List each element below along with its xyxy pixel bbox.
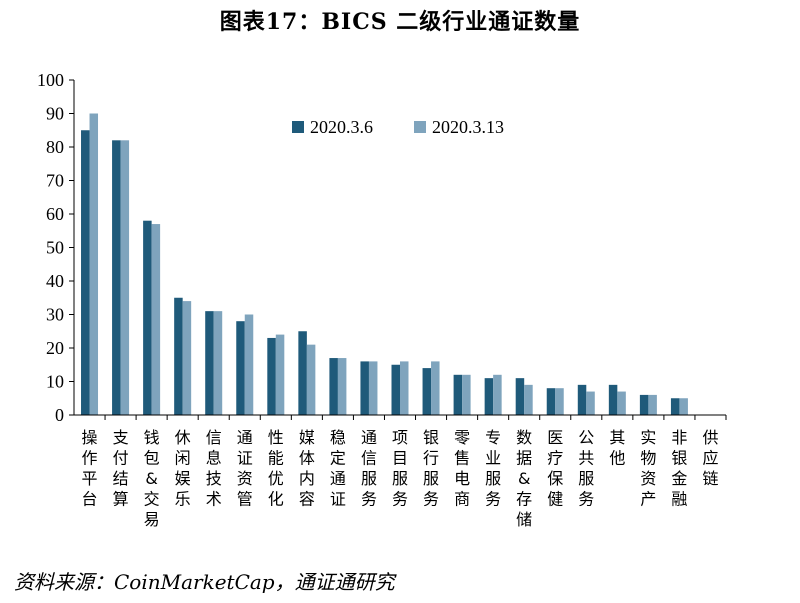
y-tick-label: 60 (46, 204, 64, 224)
x-category-label: 通证资管 (237, 428, 253, 509)
x-category-label: 零售电商 (454, 428, 470, 509)
source-note: 资料来源：CoinMarketCap，通证通研究 (14, 570, 395, 594)
x-category-label: 媒体内容 (299, 428, 315, 509)
legend-label-2: 2020.3.13 (432, 117, 504, 137)
bar-1 (236, 321, 245, 415)
bar-1 (608, 384, 618, 415)
x-category-label: 通信服务 (361, 428, 377, 509)
bar-1 (81, 130, 90, 415)
x-category-label: 银行服务 (423, 428, 439, 509)
x-category-label: 非银金融 (671, 428, 687, 509)
bar-2 (213, 311, 223, 415)
bar-1 (112, 140, 121, 416)
x-category-label: 稳定通证 (330, 428, 346, 509)
x-category-label: 其他 (609, 428, 625, 468)
x-category-label: 公共服务 (578, 428, 594, 509)
x-category-label: 专业服务 (485, 428, 501, 509)
y-tick-label: 30 (46, 305, 64, 325)
bar-1 (329, 358, 338, 415)
bar-1 (670, 398, 680, 415)
x-category-label: 数据&存储 (516, 428, 532, 529)
bar-2 (120, 140, 130, 416)
x-category-label: 操作平台 (82, 428, 98, 509)
y-tick-label: 20 (46, 338, 64, 358)
x-category-label: 钱包&交易 (144, 428, 160, 529)
chart-title: 图表17：BICS 二级行业通证数量 (219, 9, 581, 35)
y-tick-label: 80 (46, 137, 64, 157)
x-category-label: 医疗保健 (547, 428, 563, 509)
bar-2 (306, 344, 316, 415)
x-category-label: 实物资产 (640, 428, 656, 509)
bar-2 (586, 391, 595, 415)
bar-1 (639, 394, 649, 415)
bar-1 (422, 368, 432, 415)
y-axis: 0 10 20 30 40 50 60 70 80 90 100 (37, 70, 75, 425)
bar-2 (555, 388, 564, 415)
y-tick-label: 40 (46, 271, 64, 291)
bar-2 (617, 391, 626, 415)
legend: 2020.3.6 2020.3.13 (292, 117, 504, 137)
y-tick-label: 90 (46, 104, 64, 124)
bar-2 (244, 314, 254, 415)
bar-2 (368, 361, 378, 415)
bar-2 (182, 301, 192, 415)
bar-2 (89, 113, 99, 415)
bar-1 (174, 297, 183, 415)
bar-2 (648, 394, 657, 415)
y-tick-label: 70 (46, 171, 64, 191)
x-category-label: 支付结算 (113, 428, 129, 509)
bar-2 (524, 384, 533, 415)
x-category-label: 供应链 (702, 428, 718, 488)
bar-1 (515, 378, 525, 415)
bar-1 (298, 331, 307, 415)
y-tick-label: 10 (46, 372, 64, 392)
bar-2 (431, 361, 440, 415)
legend-swatch-1 (292, 121, 304, 133)
bar-1 (546, 388, 556, 415)
x-category-label: 休闲娱乐 (175, 428, 191, 509)
bar-1 (205, 311, 214, 415)
bar-1 (360, 361, 369, 415)
bar-1 (484, 378, 494, 415)
x-category-label: 信息技术 (206, 428, 222, 509)
bar-2 (337, 358, 347, 415)
x-category-label: 性能优化 (268, 428, 284, 509)
bar-1 (143, 220, 152, 415)
x-axis: 操作平台支付结算钱包&交易休闲娱乐信息技术通证资管性能优化媒体内容稳定通证通信服… (74, 414, 727, 529)
bar-2 (275, 334, 285, 415)
bar-2 (400, 361, 409, 415)
bar-2 (679, 398, 688, 415)
bars (81, 113, 688, 416)
bar-2 (151, 224, 161, 415)
bar-1 (267, 337, 276, 415)
bar-1 (577, 384, 587, 415)
legend-swatch-2 (414, 121, 426, 133)
legend-label-1: 2020.3.6 (310, 117, 373, 137)
bar-1 (453, 374, 463, 415)
y-tick-label: 50 (46, 238, 64, 258)
bar-1 (391, 364, 400, 415)
y-tick-label: 100 (37, 70, 64, 90)
y-tick-label: 0 (55, 405, 64, 425)
x-category-label: 项目服务 (392, 428, 408, 509)
bar-2 (493, 374, 502, 415)
bar-2 (462, 374, 471, 415)
